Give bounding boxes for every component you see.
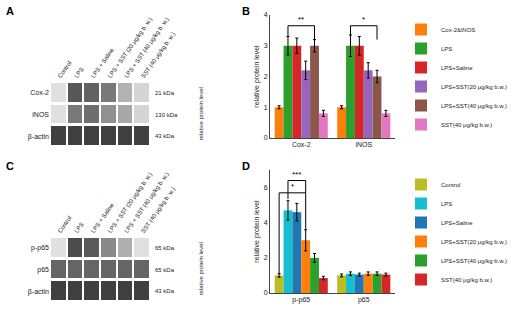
svg-text:LPS + Saline: LPS + Saline: [90, 47, 115, 80]
svg-text:iNOS: iNOS: [32, 111, 49, 118]
svg-text:2: 2: [264, 73, 268, 80]
svg-text:LPS + Saline: LPS + Saline: [90, 202, 115, 235]
svg-text:Control: Control: [57, 60, 73, 79]
svg-text:p-p65: p-p65: [292, 296, 310, 304]
svg-text:1: 1: [264, 104, 268, 111]
svg-text:0: 0: [264, 289, 268, 296]
svg-text:LPS: LPS: [441, 46, 452, 52]
svg-text:4: 4: [264, 11, 268, 18]
svg-text:β-actin: β-actin: [28, 288, 49, 296]
svg-text:43 kDa: 43 kDa: [155, 133, 175, 139]
svg-text:LPS + SST (40 μg/kg b. w.): LPS + SST (40 μg/kg b. w.): [123, 16, 170, 79]
svg-text:relative protein level: relative protein level: [253, 200, 261, 263]
svg-text:LPS: LPS: [73, 66, 84, 79]
svg-text:***: ***: [292, 170, 301, 179]
svg-text:Cox-2: Cox-2: [292, 141, 311, 148]
svg-text:43 kDa: 43 kDa: [155, 288, 175, 294]
svg-text:p-p65: p-p65: [31, 244, 49, 252]
svg-text:LPS+SST(40 μg/kg b.w.): LPS+SST(40 μg/kg b.w.): [441, 103, 507, 109]
svg-text:SST (40 μg/kg b. w.): SST (40 μg/kg b. w.): [140, 31, 176, 79]
svg-text:65 kDa: 65 kDa: [155, 267, 175, 273]
svg-text:4: 4: [264, 219, 268, 226]
svg-text:65 kDa: 65 kDa: [155, 245, 175, 251]
svg-text:A: A: [6, 5, 14, 17]
svg-text:SST(40 μg/kg b.w.): SST(40 μg/kg b.w.): [441, 277, 492, 283]
svg-text:Control: Control: [57, 215, 73, 234]
svg-text:relative protein level: relative protein level: [198, 242, 204, 295]
svg-text:**: **: [298, 15, 304, 24]
svg-text:3: 3: [264, 42, 268, 49]
svg-text:LPS + SST (20 μg/kg b. w.): LPS + SST (20 μg/kg b. w.): [107, 171, 154, 234]
svg-text:LPS: LPS: [73, 221, 84, 234]
svg-text:relative protein level: relative protein level: [198, 87, 204, 140]
svg-text:LPS + SST (20 μg/kg b. w.): LPS + SST (20 μg/kg b. w.): [107, 16, 154, 79]
svg-text:relative protein level: relative protein level: [253, 45, 261, 108]
svg-text:*: *: [291, 182, 294, 191]
svg-text:β-actin: β-actin: [28, 133, 49, 141]
svg-text:*: *: [362, 15, 365, 24]
svg-text:B: B: [242, 5, 250, 17]
svg-text:130 kDa: 130 kDa: [155, 112, 178, 118]
svg-text:SST (40 μg/kg b. w.): SST (40 μg/kg b. w.): [140, 186, 176, 234]
svg-text:LPS+Saline: LPS+Saline: [441, 65, 473, 71]
svg-text:LPS+SST(40 μg/kg b.w.): LPS+SST(40 μg/kg b.w.): [441, 258, 507, 264]
svg-text:LPS+SST(20 μg/kg b.w.): LPS+SST(20 μg/kg b.w.): [441, 84, 507, 90]
svg-text:Cox-2: Cox-2: [30, 89, 49, 96]
svg-text:SST(40 μg/kg b.w.): SST(40 μg/kg b.w.): [441, 122, 492, 128]
svg-text:LPS: LPS: [441, 201, 452, 207]
svg-text:Control: Control: [441, 182, 460, 188]
svg-text:C: C: [6, 160, 14, 172]
svg-text:p65: p65: [37, 266, 49, 274]
svg-text:LPS + SST (40 μg/kg b. w.): LPS + SST (40 μg/kg b. w.): [123, 171, 170, 234]
svg-text:LPS+Saline: LPS+Saline: [441, 220, 473, 226]
svg-text:2: 2: [264, 254, 268, 261]
svg-text:21 kDa: 21 kDa: [155, 90, 175, 96]
svg-text:iNOS: iNOS: [355, 141, 372, 148]
svg-text:LPS+SST(20 μg/kg b.w.): LPS+SST(20 μg/kg b.w.): [441, 239, 507, 245]
svg-text:6: 6: [264, 184, 268, 191]
svg-text:0: 0: [264, 134, 268, 141]
svg-text:D: D: [242, 160, 250, 172]
svg-text:Cox-2&iNOS: Cox-2&iNOS: [441, 27, 475, 33]
svg-text:p65: p65: [358, 296, 370, 304]
